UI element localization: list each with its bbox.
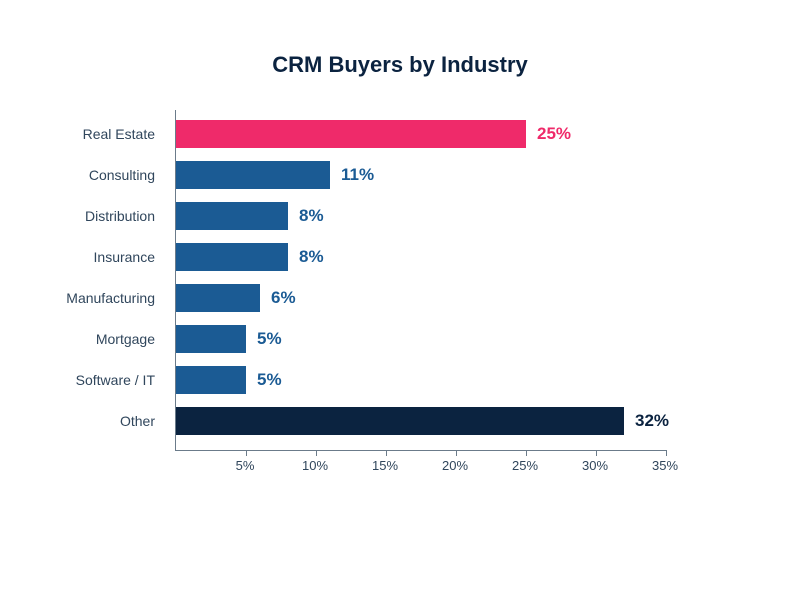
bar (176, 161, 330, 189)
bar-value-label: 5% (257, 329, 282, 349)
x-tick (456, 450, 457, 456)
y-category-label: Insurance (0, 249, 165, 265)
x-tick-label: 5% (236, 458, 255, 473)
x-tick-label: 30% (582, 458, 608, 473)
x-tick (526, 450, 527, 456)
x-tick (596, 450, 597, 456)
x-tick-label: 25% (512, 458, 538, 473)
y-category-label: Real Estate (0, 126, 165, 142)
bar-value-label: 25% (537, 124, 571, 144)
y-category-label: Mortgage (0, 331, 165, 347)
bar-value-label: 8% (299, 206, 324, 226)
y-category-label: Distribution (0, 208, 165, 224)
bar-value-label: 32% (635, 411, 669, 431)
x-tick-label: 20% (442, 458, 468, 473)
plot-area (175, 110, 666, 451)
x-tick (666, 450, 667, 456)
bar-value-label: 8% (299, 247, 324, 267)
chart-container: CRM Buyers by Industry 5% 10% 15% 20% 25% 30%… (0, 0, 800, 600)
bar (176, 325, 246, 353)
y-category-label: Other (0, 413, 165, 429)
y-category-label: Consulting (0, 167, 165, 183)
x-tick-label: 35% (652, 458, 678, 473)
bar-value-label: 5% (257, 370, 282, 390)
bar (176, 120, 526, 148)
bar (176, 202, 288, 230)
bar (176, 366, 246, 394)
bar (176, 407, 624, 435)
bar-value-label: 6% (271, 288, 296, 308)
bar-value-label: 11% (341, 165, 374, 185)
chart-title: CRM Buyers by Industry (0, 52, 800, 78)
x-tick (386, 450, 387, 456)
x-tick-label: 10% (302, 458, 328, 473)
bar (176, 284, 260, 312)
x-tick (246, 450, 247, 456)
x-tick (316, 450, 317, 456)
y-category-label: Software / IT (0, 372, 165, 388)
x-tick-label: 15% (372, 458, 398, 473)
bar (176, 243, 288, 271)
y-category-label: Manufacturing (0, 290, 165, 306)
